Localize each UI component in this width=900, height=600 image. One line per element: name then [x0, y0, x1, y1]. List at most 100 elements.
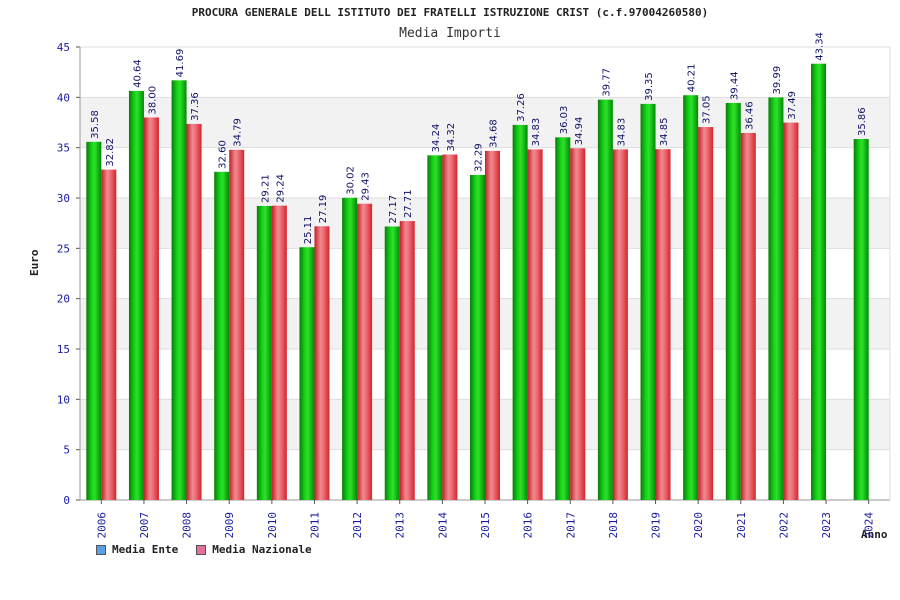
data-label-media-ente: 39.99 [772, 66, 783, 95]
x-tick-label: 2011 [308, 512, 321, 539]
y-tick-label: 25 [57, 242, 70, 255]
data-label-media-ente: 39.44 [729, 71, 740, 100]
data-label-media-ente: 36.03 [559, 106, 570, 135]
legend-label-media-ente: Media Ente [112, 543, 179, 556]
bar-media-nazionale [271, 205, 287, 500]
legend-label-media-nazionale: Media Nazionale [212, 543, 312, 556]
y-tick-label: 30 [57, 192, 70, 205]
bar-media-nazionale [698, 127, 714, 500]
data-label-media-ente: 32.29 [474, 143, 485, 172]
y-tick-label: 10 [57, 393, 70, 406]
data-label-media-ente: 32.60 [218, 140, 229, 169]
bar-media-ente [128, 90, 144, 501]
x-tick-label: 2006 [95, 512, 108, 539]
bar-media-nazionale [655, 149, 671, 500]
legend-item-media-nazionale: Media Nazionale [196, 543, 312, 556]
data-label-media-nazionale: 38.00 [147, 86, 158, 115]
data-label-media-ente: 39.35 [644, 72, 655, 101]
bar-media-nazionale [740, 132, 756, 500]
bar-media-nazionale [612, 149, 628, 501]
data-label-media-nazionale: 34.32 [446, 123, 457, 152]
bar-media-nazionale [485, 150, 500, 500]
bar-media-ente [86, 141, 102, 500]
data-label-media-nazionale: 32.82 [105, 138, 116, 167]
data-label-media-ente: 43.34 [815, 32, 826, 61]
bar-media-ente [597, 99, 613, 500]
data-label-media-nazionale: 29.43 [361, 172, 372, 201]
x-tick-label: 2016 [522, 512, 535, 539]
x-tick-label: 2020 [692, 512, 705, 539]
x-tick-label: 2008 [181, 512, 194, 539]
data-label-media-nazionale: 36.46 [744, 101, 755, 130]
data-label-media-nazionale: 37.49 [787, 91, 798, 120]
bar-media-nazionale [442, 154, 458, 500]
data-label-media-ente: 25.11 [303, 216, 314, 245]
plot-band [80, 47, 890, 98]
data-label-media-ente: 35.86 [857, 107, 868, 136]
data-label-media-ente: 29.21 [260, 174, 271, 203]
chart-subtitle: Media Importi [399, 26, 501, 41]
x-tick-label: 2018 [607, 512, 620, 539]
x-tick-label: 2013 [394, 512, 407, 539]
bar-media-nazionale [143, 117, 159, 500]
data-label-media-nazionale: 34.85 [659, 118, 670, 147]
data-label-media-ente: 41.69 [175, 49, 186, 78]
bar-media-ente [342, 197, 358, 501]
data-label-media-ente: 39.77 [601, 68, 612, 97]
data-label-media-nazionale: 37.36 [190, 92, 201, 121]
bar-media-nazionale [314, 226, 330, 500]
bar-media-nazionale [527, 149, 543, 501]
bar-media-nazionale [357, 203, 373, 500]
bar-media-ente [811, 63, 827, 501]
x-tick-label: 2012 [351, 512, 364, 539]
chart-title: PROCURA GENERALE DELL ISTITUTO DEI FRATE… [191, 6, 709, 19]
legend-swatch-media-nazionale [196, 544, 207, 555]
legend-swatch-media-ente [96, 544, 106, 555]
data-label-media-nazionale: 37.05 [702, 95, 713, 124]
bar-media-nazionale [186, 123, 202, 500]
bar-media-ente [171, 80, 187, 500]
data-label-media-ente: 40.21 [687, 64, 698, 93]
bar-media-ente [384, 226, 400, 501]
x-tick-label: 2021 [735, 512, 748, 539]
y-tick-label: 20 [57, 293, 70, 306]
bar-media-nazionale [570, 148, 586, 500]
y-tick-label: 45 [57, 41, 70, 54]
y-tick-label: 0 [63, 494, 70, 507]
data-label-media-ente: 35.58 [90, 110, 101, 139]
bar-media-ente [683, 95, 699, 500]
bar-media-ente [768, 97, 784, 501]
data-label-media-nazionale: 34.94 [574, 117, 585, 146]
x-tick-label: 2014 [436, 512, 449, 539]
bar-media-ente [640, 103, 656, 501]
data-label-media-nazionale: 27.71 [403, 189, 414, 218]
bar-media-nazionale [399, 221, 415, 500]
bar-media-ente [256, 205, 272, 500]
bar-media-nazionale [101, 169, 117, 500]
x-tick-label: 2017 [564, 512, 577, 539]
data-label-media-ente: 30.02 [346, 166, 357, 195]
bar-media-ente [725, 102, 741, 500]
data-label-media-ente: 40.64 [132, 59, 143, 88]
x-tick-label: 2007 [138, 512, 151, 539]
data-label-media-nazionale: 29.24 [275, 174, 286, 203]
y-tick-label: 35 [57, 142, 70, 155]
bar-media-nazionale [229, 149, 245, 500]
x-tick-label: 2024 [863, 512, 876, 539]
data-label-media-ente: 37.26 [516, 93, 527, 122]
data-label-media-nazionale: 34.83 [531, 118, 542, 147]
bar-media-ente [470, 174, 485, 500]
legend-item-media-ente: Media Ente [96, 543, 178, 556]
bar-media-ente [427, 155, 443, 501]
data-label-media-nazionale: 27.19 [318, 195, 329, 224]
x-tick-label: 2015 [479, 512, 492, 539]
x-tick-label: 2019 [650, 512, 663, 539]
bar-media-ente [214, 171, 230, 500]
bar-media-nazionale [783, 122, 799, 500]
chart-legend: Media Ente Media Nazionale [96, 543, 312, 556]
data-label-media-ente: 34.24 [431, 124, 442, 153]
data-label-media-nazionale: 34.83 [616, 118, 627, 147]
x-axis-label: Anno [861, 528, 888, 541]
bar-media-ente [299, 247, 315, 500]
x-tick-label: 2023 [820, 512, 833, 539]
